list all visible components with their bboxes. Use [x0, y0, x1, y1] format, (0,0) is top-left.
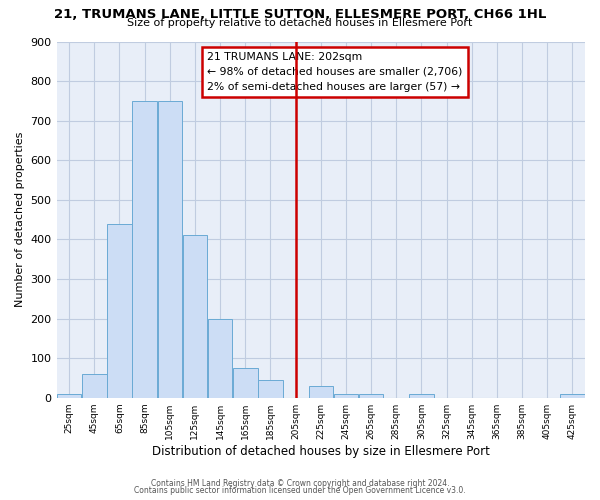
Text: Contains HM Land Registry data © Crown copyright and database right 2024.: Contains HM Land Registry data © Crown c… — [151, 478, 449, 488]
Bar — [107, 224, 132, 398]
Y-axis label: Number of detached properties: Number of detached properties — [15, 132, 25, 308]
Bar — [359, 394, 383, 398]
Text: Size of property relative to detached houses in Ellesmere Port: Size of property relative to detached ho… — [127, 18, 473, 28]
Bar — [409, 394, 434, 398]
Bar — [133, 101, 157, 398]
Bar — [208, 318, 232, 398]
Bar — [182, 236, 207, 398]
Bar — [233, 368, 257, 398]
Bar — [334, 394, 358, 398]
Bar — [158, 101, 182, 398]
Bar — [82, 374, 107, 398]
X-axis label: Distribution of detached houses by size in Ellesmere Port: Distribution of detached houses by size … — [152, 444, 490, 458]
Bar — [57, 394, 82, 398]
Text: 21 TRUMANS LANE: 202sqm
← 98% of detached houses are smaller (2,706)
2% of semi-: 21 TRUMANS LANE: 202sqm ← 98% of detache… — [207, 52, 463, 92]
Text: 21, TRUMANS LANE, LITTLE SUTTON, ELLESMERE PORT, CH66 1HL: 21, TRUMANS LANE, LITTLE SUTTON, ELLESME… — [54, 8, 546, 20]
Text: Contains public sector information licensed under the Open Government Licence v3: Contains public sector information licen… — [134, 486, 466, 495]
Bar — [560, 394, 584, 398]
Bar — [258, 380, 283, 398]
Bar — [308, 386, 333, 398]
